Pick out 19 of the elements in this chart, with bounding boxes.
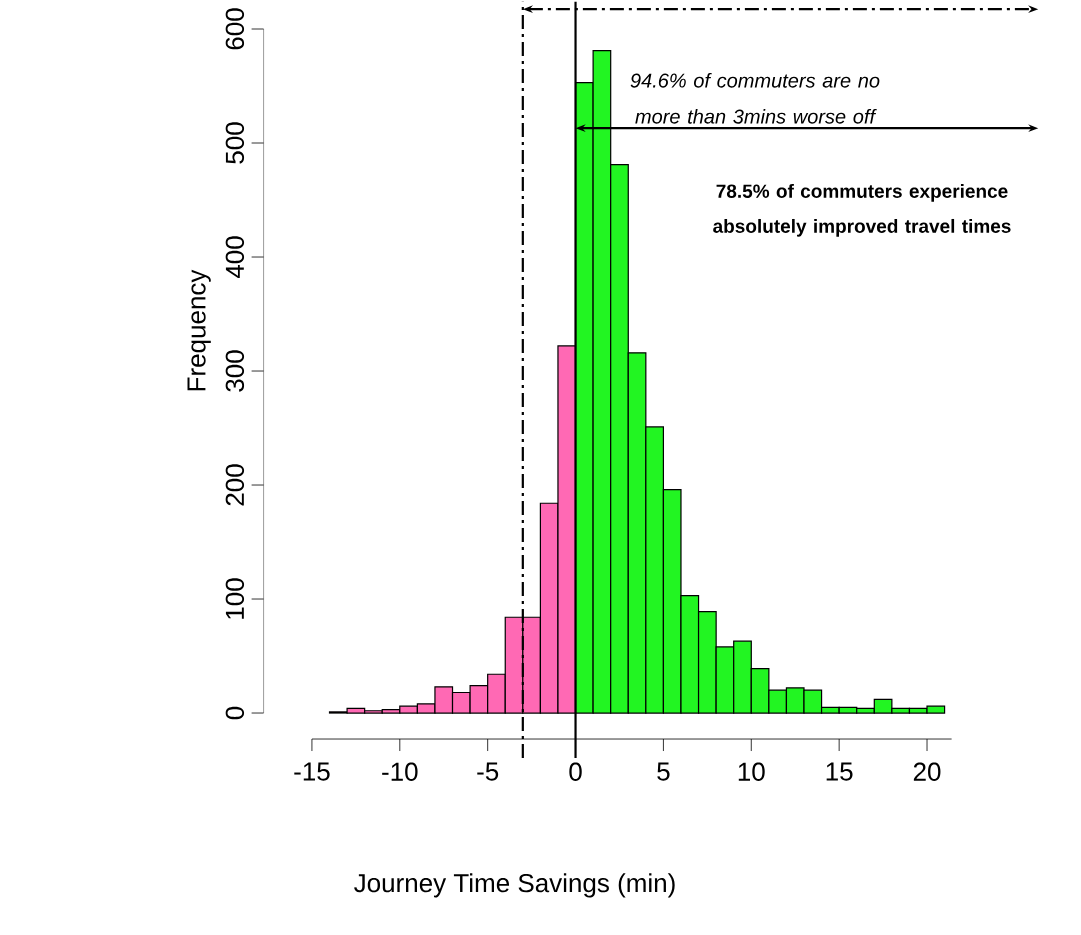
x-tick-label: 0	[569, 762, 582, 781]
x-axis-title: Journey Time Savings (min)	[354, 873, 675, 898]
y-tick-label: 100	[225, 578, 245, 619]
x-tick-label: -5	[477, 762, 499, 781]
x-tick-label: -10	[382, 762, 418, 781]
annotation: 78.5% of commuters experience absolutely improved travel times	[713, 183, 1011, 237]
annotation: 94.6% of commuters are no more than 3mins worse off	[630, 72, 880, 124]
x-tick-label: 5	[657, 762, 670, 781]
y-tick-label: 0	[225, 706, 245, 720]
y-tick-label: 400	[225, 236, 245, 278]
y-tick-label: 200	[225, 464, 245, 506]
y-axis-title: Frequency	[187, 269, 211, 391]
y-tick-label: 600	[225, 8, 245, 50]
x-tick-label: -15	[294, 762, 330, 781]
x-tick-label: 20	[913, 762, 941, 781]
y-tick-label: 300	[225, 350, 245, 392]
x-tick-label: 15	[826, 762, 853, 781]
y-tick-label: 500	[225, 122, 245, 164]
x-tick-label: 10	[738, 762, 765, 781]
